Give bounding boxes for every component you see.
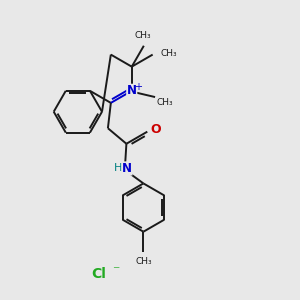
Text: O: O	[150, 123, 161, 136]
Text: CH₃: CH₃	[134, 32, 151, 40]
Text: Cl: Cl	[91, 267, 106, 281]
Text: H: H	[114, 164, 123, 173]
Text: CH₃: CH₃	[135, 257, 152, 266]
Text: CH₃: CH₃	[161, 49, 178, 58]
Text: CH₃: CH₃	[157, 98, 173, 107]
Text: +: +	[134, 82, 142, 92]
Text: ⁻: ⁻	[112, 264, 119, 278]
Text: N: N	[127, 84, 137, 97]
Text: N: N	[122, 162, 132, 175]
